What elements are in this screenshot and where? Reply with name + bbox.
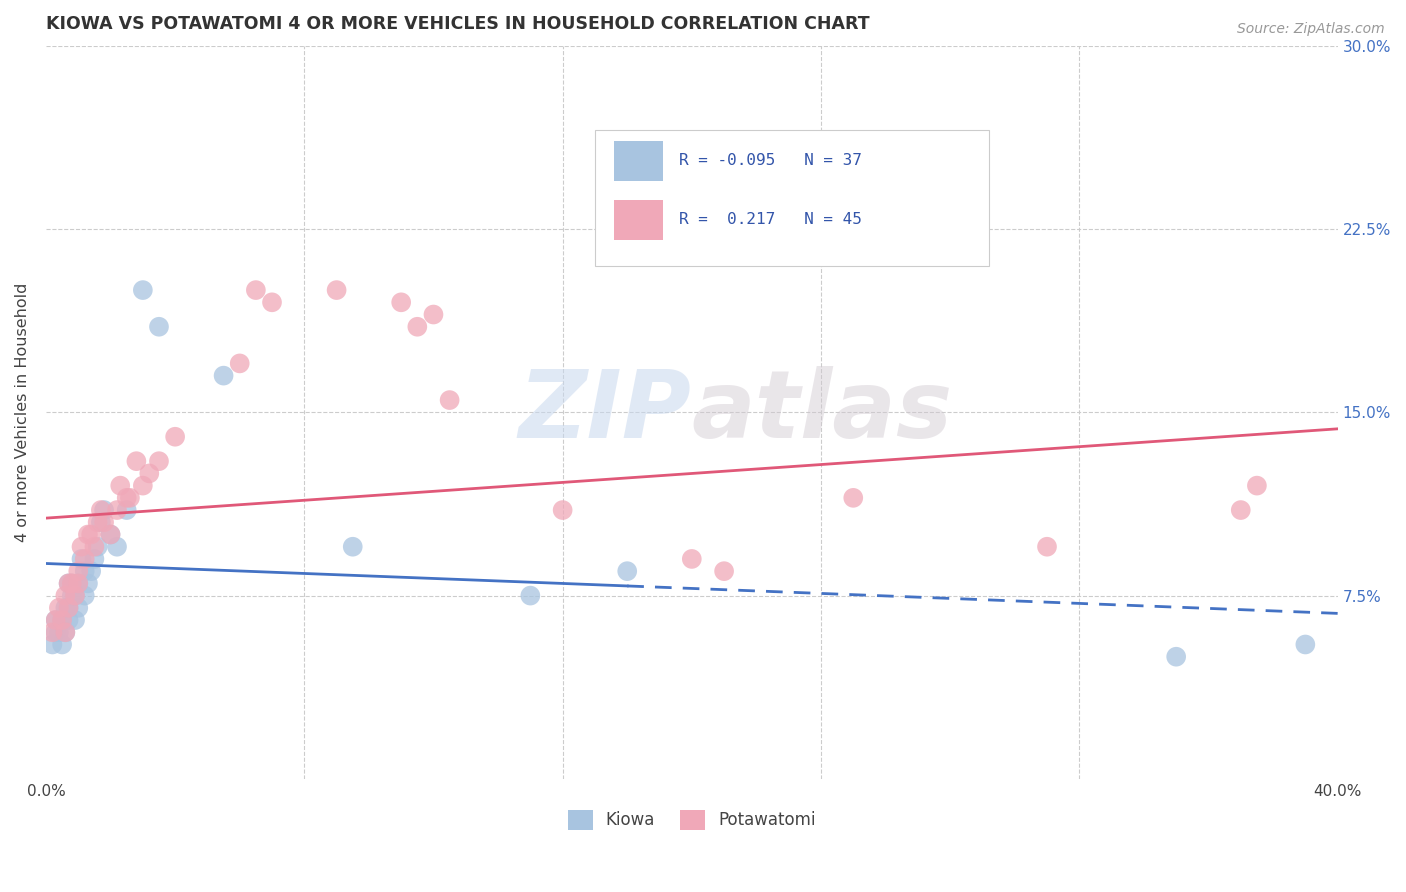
Point: [1036, 540, 1059, 554]
Point: [63, 589, 86, 603]
Text: R =  0.217   N = 45: R = 0.217 N = 45: [679, 212, 862, 227]
Point: [77, 576, 100, 591]
Legend: Kiowa, Potawatomi: Kiowa, Potawatomi: [561, 803, 823, 837]
Point: [422, 308, 444, 322]
Point: [439, 393, 461, 408]
Point: [90, 503, 112, 517]
Point: [70, 540, 93, 554]
Point: [83, 552, 105, 566]
Point: [60, 576, 83, 591]
Text: R = -0.095   N = 37: R = -0.095 N = 37: [679, 153, 862, 168]
Point: [80, 564, 103, 578]
Point: [100, 527, 122, 541]
Point: [245, 283, 267, 297]
Point: [86, 540, 108, 554]
Point: [342, 540, 364, 554]
Point: [100, 527, 122, 541]
Point: [80, 527, 103, 541]
FancyBboxPatch shape: [614, 141, 664, 181]
Point: [51, 613, 73, 627]
Point: [1166, 649, 1188, 664]
Point: [115, 491, 138, 505]
Point: [73, 564, 96, 578]
Point: [132, 478, 155, 492]
Point: [138, 467, 160, 481]
Point: [73, 552, 96, 566]
Point: [110, 478, 132, 492]
Point: [86, 516, 108, 530]
Point: [1246, 478, 1268, 492]
Point: [389, 295, 412, 310]
Point: [105, 540, 128, 554]
Point: [132, 283, 155, 297]
Text: ZIP: ZIP: [519, 367, 692, 458]
Point: [45, 613, 67, 627]
Y-axis label: 4 or more Vehicles in Household: 4 or more Vehicles in Household: [15, 283, 30, 542]
Point: [53, 589, 76, 603]
Point: [148, 454, 170, 468]
Point: [67, 600, 90, 615]
Point: [115, 503, 138, 517]
Point: [48, 625, 70, 640]
Point: [53, 625, 76, 640]
Point: [63, 589, 86, 603]
Point: [93, 516, 115, 530]
Point: [125, 454, 148, 468]
Point: [58, 600, 80, 615]
Point: [148, 319, 170, 334]
Point: [260, 295, 283, 310]
Point: [83, 540, 105, 554]
Point: [67, 576, 90, 591]
Point: [48, 600, 70, 615]
Point: [616, 564, 638, 578]
Point: [90, 516, 112, 530]
Text: Source: ZipAtlas.com: Source: ZipAtlas.com: [1237, 22, 1385, 37]
Point: [45, 613, 67, 627]
Point: [165, 430, 187, 444]
Point: [41, 638, 63, 652]
Point: [73, 589, 96, 603]
Point: [60, 576, 83, 591]
Point: [228, 356, 250, 370]
Point: [58, 576, 80, 591]
Point: [842, 491, 865, 505]
Point: [406, 319, 429, 334]
Point: [41, 625, 63, 640]
Point: [45, 625, 67, 640]
Point: [212, 368, 235, 383]
Text: atlas: atlas: [692, 367, 953, 458]
Text: KIOWA VS POTAWATOMI 4 OR MORE VEHICLES IN HOUSEHOLD CORRELATION CHART: KIOWA VS POTAWATOMI 4 OR MORE VEHICLES I…: [46, 15, 869, 33]
Point: [1229, 503, 1251, 517]
Point: [58, 613, 80, 627]
Point: [58, 576, 80, 591]
Point: [551, 503, 574, 517]
Point: [70, 552, 93, 566]
Point: [51, 638, 73, 652]
Point: [60, 589, 83, 603]
Point: [713, 564, 735, 578]
FancyBboxPatch shape: [614, 200, 664, 240]
Point: [1294, 638, 1316, 652]
Point: [58, 600, 80, 615]
Point: [681, 552, 703, 566]
Point: [67, 576, 90, 591]
Point: [51, 613, 73, 627]
Point: [53, 600, 76, 615]
Point: [519, 589, 541, 603]
Point: [63, 613, 86, 627]
Point: [105, 503, 128, 517]
Point: [325, 283, 347, 297]
Point: [118, 491, 141, 505]
Point: [93, 503, 115, 517]
FancyBboxPatch shape: [595, 130, 988, 266]
Point: [67, 564, 90, 578]
Point: [77, 527, 100, 541]
Point: [53, 625, 76, 640]
